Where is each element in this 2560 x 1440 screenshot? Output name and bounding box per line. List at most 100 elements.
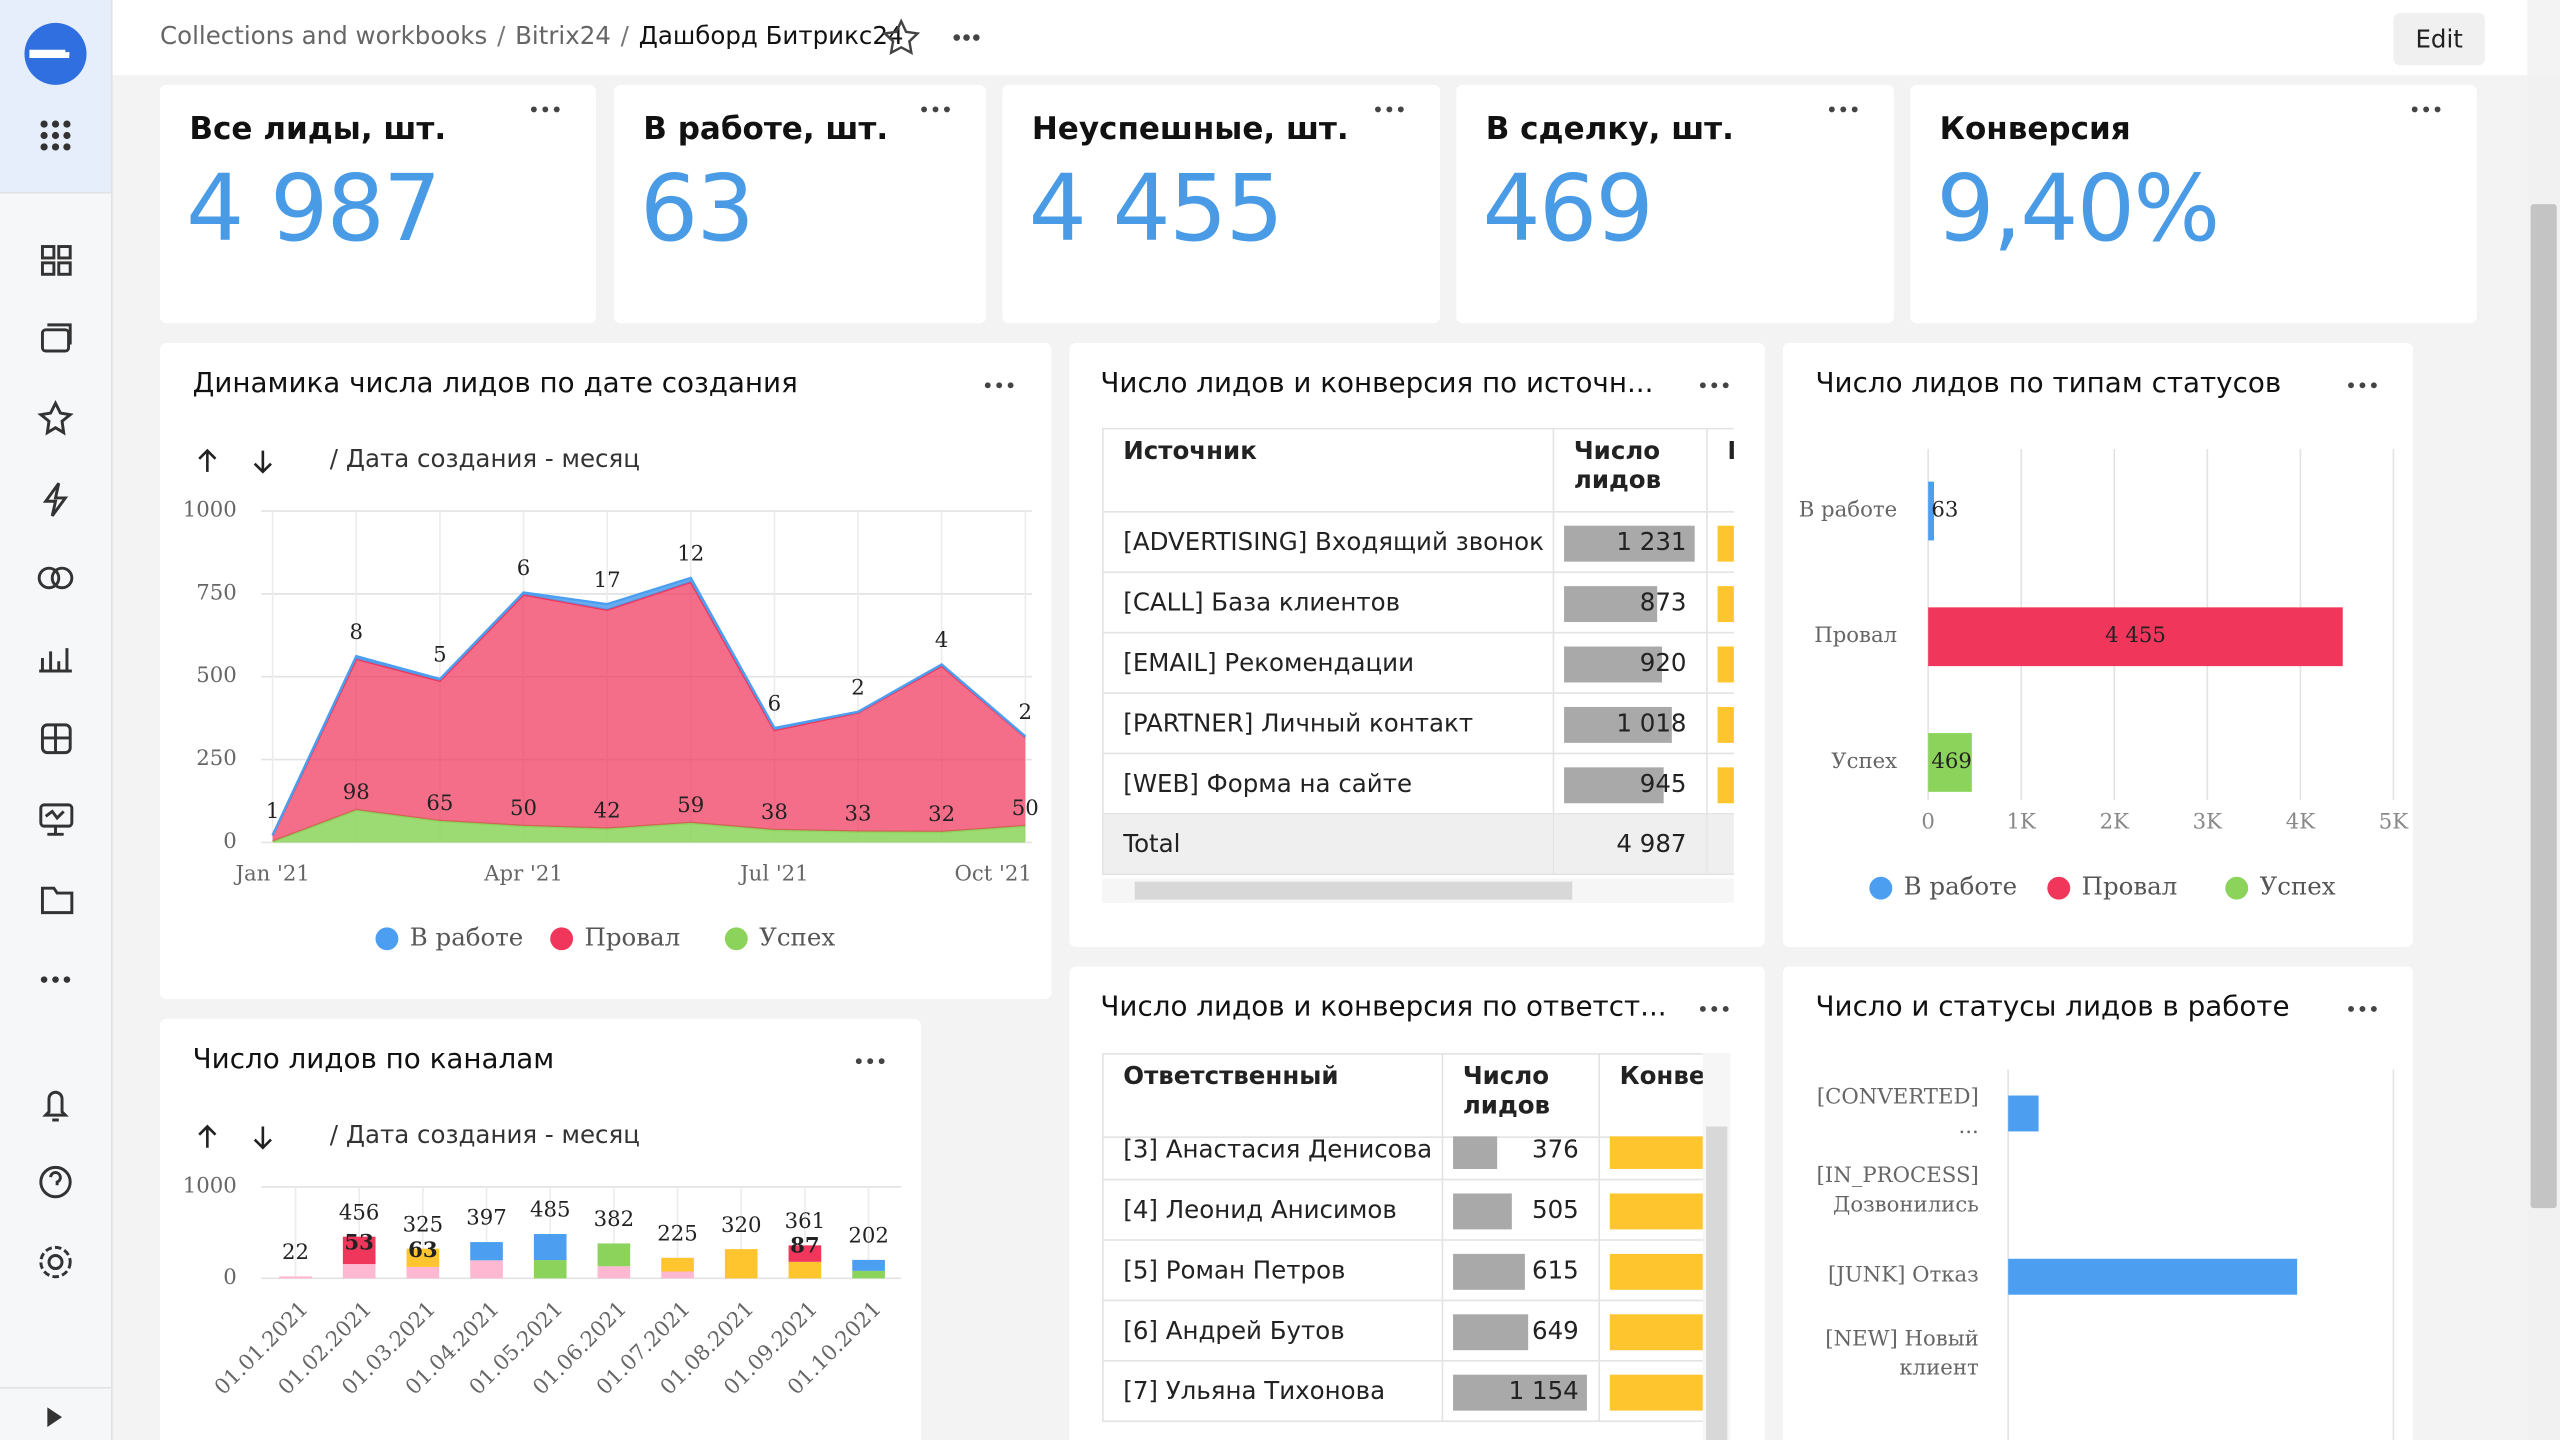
cell-label: [CALL] База клиентов <box>1102 571 1555 634</box>
cell-number: 1 231 <box>1616 527 1687 557</box>
kpi-title: Неуспешные, шт. <box>1031 111 1349 147</box>
table-rows: [ADVERTISING] Входящий звонок 1 231 [CALL]… <box>1102 511 1734 876</box>
card <box>1910 84 2477 324</box>
total-label: Total <box>1102 813 1555 876</box>
card <box>160 1018 921 1440</box>
table-row: [6] Андрей Бутов 649 <box>1102 1299 1703 1362</box>
table-row: [PARTNER] Личный контакт 1 018 <box>1102 692 1734 755</box>
cell-value: 920 <box>1552 631 1708 694</box>
breadcrumb: Bitrix24 <box>487 21 611 50</box>
conversion-bar <box>1717 706 1734 743</box>
widget-title: Динамика числа лидов по дате создания <box>192 367 798 400</box>
total-empty <box>1706 813 1734 876</box>
cell-value: 873 <box>1552 571 1708 634</box>
cell-bar <box>1453 1253 1525 1290</box>
kpi-value: 469 <box>1482 156 1653 263</box>
cell-bar <box>1564 525 1695 562</box>
breadcrumb: Collections and workbooks <box>160 21 488 51</box>
table-row: [CALL] База клиентов 873 <box>1102 571 1734 634</box>
conversion-bar <box>1717 646 1734 683</box>
cell-bar <box>1453 1374 1587 1411</box>
card <box>160 342 1052 1000</box>
cell-label: [3] Анастасия Денисова <box>1102 1136 1444 1181</box>
cell-value: 1 231 <box>1552 511 1708 574</box>
widget-title: Число и статусы лидов в работе <box>1815 991 2290 1024</box>
kpi-title: Конверсия <box>1939 111 2131 147</box>
conversion-bar <box>1717 586 1734 623</box>
cell-value: 376 <box>1441 1136 1600 1181</box>
table-body: [ADVERTISING] Входящий звонок 1 231 [CALL]… <box>1102 511 1734 876</box>
cell-conversion <box>1706 692 1734 755</box>
cell-conversion <box>1598 1178 1703 1241</box>
cell-conversion <box>1706 571 1734 634</box>
cell-label: [5] Роман Петров <box>1102 1239 1444 1302</box>
table-row: [4] Леонид Анисимов 505 <box>1102 1178 1703 1241</box>
kpi-title: В работе, шт. <box>643 111 889 147</box>
cell-number: 1 018 <box>1616 708 1687 738</box>
cell-number: 1 154 <box>1508 1376 1579 1406</box>
conversion-bar <box>1609 1136 1703 1169</box>
column-header: Число лидов <box>1552 427 1708 513</box>
column-header: Конверсия <box>1706 427 1734 513</box>
sidebar-icons <box>0 0 112 1427</box>
cell-value: 945 <box>1552 752 1708 815</box>
cell-label: [7] Ульяна Тихонова <box>1102 1359 1444 1423</box>
cell-bar <box>1564 586 1657 623</box>
table-body: [3] Анастасия Денисова 376 [4] Леонид Анис… <box>1102 1136 1703 1440</box>
kpi-title: В сделку, шт. <box>1485 111 1734 147</box>
sidebar <box>0 0 113 1440</box>
edit-button[interactable]: Edit <box>2393 13 2485 66</box>
kpi-value: 63 <box>640 156 755 263</box>
header-icons <box>882 18 980 55</box>
card <box>1456 84 1894 324</box>
conversion-bar <box>1717 525 1734 562</box>
kpi-value: 4 455 <box>1028 156 1284 263</box>
table-row: [EMAIL] Рекомендации 920 <box>1102 631 1734 694</box>
cell-label: [EMAIL] Рекомендации <box>1102 631 1555 694</box>
breadcrumb: Дашборд Битрикс24 <box>611 21 904 50</box>
conversion-bar <box>1717 767 1734 804</box>
drill-label: / Дата создания - месяц <box>329 444 640 474</box>
cell-bar <box>1564 646 1662 683</box>
cell-label: [4] Леонид Анисимов <box>1102 1178 1444 1241</box>
breadcrumbs: Collections and workbooksBitrix24Дашборд… <box>160 21 903 50</box>
cell-label: [PARTNER] Личный контакт <box>1102 692 1555 755</box>
cell-bar <box>1564 706 1673 743</box>
y-category-label: [CONVERTED] ... <box>1816 1085 1979 1140</box>
cell-label: [ADVERTISING] Входящий звонок <box>1102 511 1555 574</box>
cell-number: 649 <box>1532 1315 1579 1346</box>
cell-number: 376 <box>1532 1136 1579 1165</box>
conversion-bar <box>1609 1193 1703 1230</box>
cell-number: 920 <box>1639 648 1687 678</box>
kpi-value: 9,40% <box>1936 156 2220 263</box>
cell-conversion <box>1706 631 1734 694</box>
card <box>1782 966 2414 1440</box>
cell-label: [6] Андрей Бутов <box>1102 1299 1444 1362</box>
card <box>160 84 596 324</box>
cell-bar <box>1564 767 1665 804</box>
card <box>1782 342 2414 947</box>
column-header: Конверсия <box>1598 1053 1703 1138</box>
cell-number: 873 <box>1639 587 1687 618</box>
conversion-bar <box>1609 1253 1703 1290</box>
table-row: [3] Анастасия Денисова 376 <box>1102 1136 1703 1181</box>
top-bar: Collections and workbooksBitrix24Дашборд… <box>112 0 2528 76</box>
widget-title: Число лидов по каналам <box>192 1043 555 1076</box>
column-header: Ответственный <box>1102 1053 1444 1138</box>
cell-conversion <box>1598 1136 1703 1181</box>
total-value: 4 987 <box>1552 813 1708 876</box>
cell-label: [WEB] Форма на сайте <box>1102 752 1555 815</box>
table-row: [7] Ульяна Тихонова 1 154 <box>1102 1359 1703 1423</box>
cell-value: 615 <box>1441 1239 1600 1302</box>
conversion-bar <box>1609 1314 1703 1351</box>
cell-bar <box>1453 1314 1529 1351</box>
cell-value: 649 <box>1441 1299 1600 1362</box>
